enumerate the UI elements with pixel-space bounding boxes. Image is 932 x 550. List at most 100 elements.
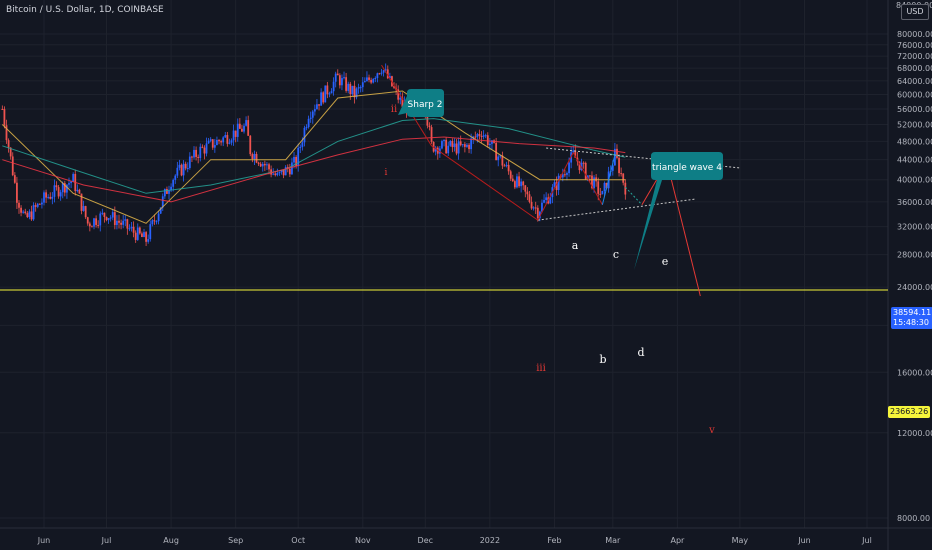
callout-triangle-wave-4: triangle wave 4 — [634, 152, 723, 270]
bar-countdown: 15:48:30 — [893, 318, 929, 327]
candle-body — [143, 232, 145, 237]
projection-line — [624, 186, 643, 206]
candle-body — [20, 207, 22, 213]
wave-label-b: b — [599, 353, 606, 366]
candle-body — [26, 213, 29, 218]
candle-body — [526, 191, 529, 195]
candle-body — [503, 165, 506, 167]
candle-body — [380, 72, 383, 74]
candle-body — [166, 189, 168, 194]
candle-body — [76, 189, 79, 192]
candle-body — [599, 193, 602, 195]
candle-body — [528, 194, 531, 202]
candle-body — [178, 164, 181, 168]
candle-body — [86, 217, 89, 224]
candle-body — [147, 239, 150, 242]
candle-body — [524, 185, 527, 192]
candle-body — [343, 77, 345, 79]
candle-body — [120, 222, 122, 225]
candle-body — [301, 142, 304, 147]
candle-body — [520, 181, 523, 187]
candle-body — [138, 227, 141, 234]
candle-body — [213, 145, 216, 148]
projection-line — [666, 161, 701, 297]
candle-body — [180, 164, 183, 176]
candle-body — [516, 176, 518, 188]
candle-body — [220, 141, 223, 143]
candle-body — [382, 70, 385, 73]
candle-body — [345, 77, 348, 91]
callout-sharp-2-box — [398, 89, 444, 117]
candle-body — [191, 156, 193, 158]
candle-body — [613, 148, 616, 166]
candle-body — [284, 167, 287, 176]
candle-body — [82, 206, 85, 211]
candle-body — [199, 146, 202, 159]
y-tick-label: 44000.00 — [897, 156, 932, 165]
candle-body — [457, 141, 460, 154]
candle-body — [305, 127, 308, 129]
candle-body — [207, 140, 210, 144]
candle-body — [584, 162, 587, 179]
candle-body — [57, 187, 60, 197]
candle-body — [501, 155, 504, 166]
candle-body — [141, 233, 143, 237]
candle-body — [228, 142, 231, 144]
y-tick-label: 72000.00 — [897, 52, 932, 61]
candle-body — [605, 182, 608, 189]
candle-body — [49, 196, 52, 199]
candle-body — [53, 185, 56, 197]
candle-body — [28, 211, 31, 218]
candle-body — [463, 144, 466, 147]
candle-body — [434, 147, 437, 152]
horizontal-level-tag: 23663.26 — [888, 406, 931, 418]
candle-body — [497, 156, 500, 161]
candle-body — [603, 182, 606, 192]
candle-body — [553, 182, 556, 188]
candle-body — [518, 176, 520, 187]
candle-body — [182, 163, 185, 176]
candle-body — [545, 197, 548, 201]
candle-body — [170, 186, 172, 191]
candle-body — [176, 167, 179, 176]
candle-body — [505, 164, 508, 166]
candle-body — [341, 78, 343, 86]
candle-body — [168, 190, 170, 194]
candle-body — [363, 81, 366, 83]
candle-body — [428, 125, 431, 128]
candle-body — [543, 200, 545, 203]
candle-body — [370, 79, 373, 83]
candle-body — [3, 109, 6, 126]
candle-body — [16, 182, 18, 203]
candle-body — [622, 173, 625, 183]
wave-label-ii: ii — [391, 104, 397, 115]
candle-body — [280, 170, 283, 173]
candle-body — [349, 83, 352, 94]
candle-body — [616, 148, 618, 158]
y-tick-label: 48000.00 — [897, 137, 932, 146]
candle-body — [447, 145, 450, 154]
x-tick-label: Sep — [228, 536, 243, 545]
candle-body — [580, 162, 583, 171]
wave-count-line — [601, 154, 616, 205]
candle-body — [388, 76, 391, 79]
currency-button[interactable]: USD — [901, 4, 929, 20]
triangle-lower-line — [537, 198, 697, 221]
candle-body — [366, 77, 368, 82]
candle-body — [243, 125, 245, 132]
candle-body — [245, 120, 248, 126]
candle-body — [624, 182, 627, 195]
candle-body — [186, 167, 189, 169]
x-tick-label: Dec — [418, 536, 433, 545]
candle-body — [226, 135, 229, 144]
candle-body — [78, 189, 81, 194]
candle-body — [201, 146, 204, 148]
candle-body — [566, 173, 568, 175]
candle-body — [401, 97, 404, 107]
candle-body — [174, 175, 177, 180]
candle-body — [41, 202, 43, 205]
candle-body — [124, 219, 127, 221]
last-price-value: 38594.11 — [893, 308, 932, 317]
